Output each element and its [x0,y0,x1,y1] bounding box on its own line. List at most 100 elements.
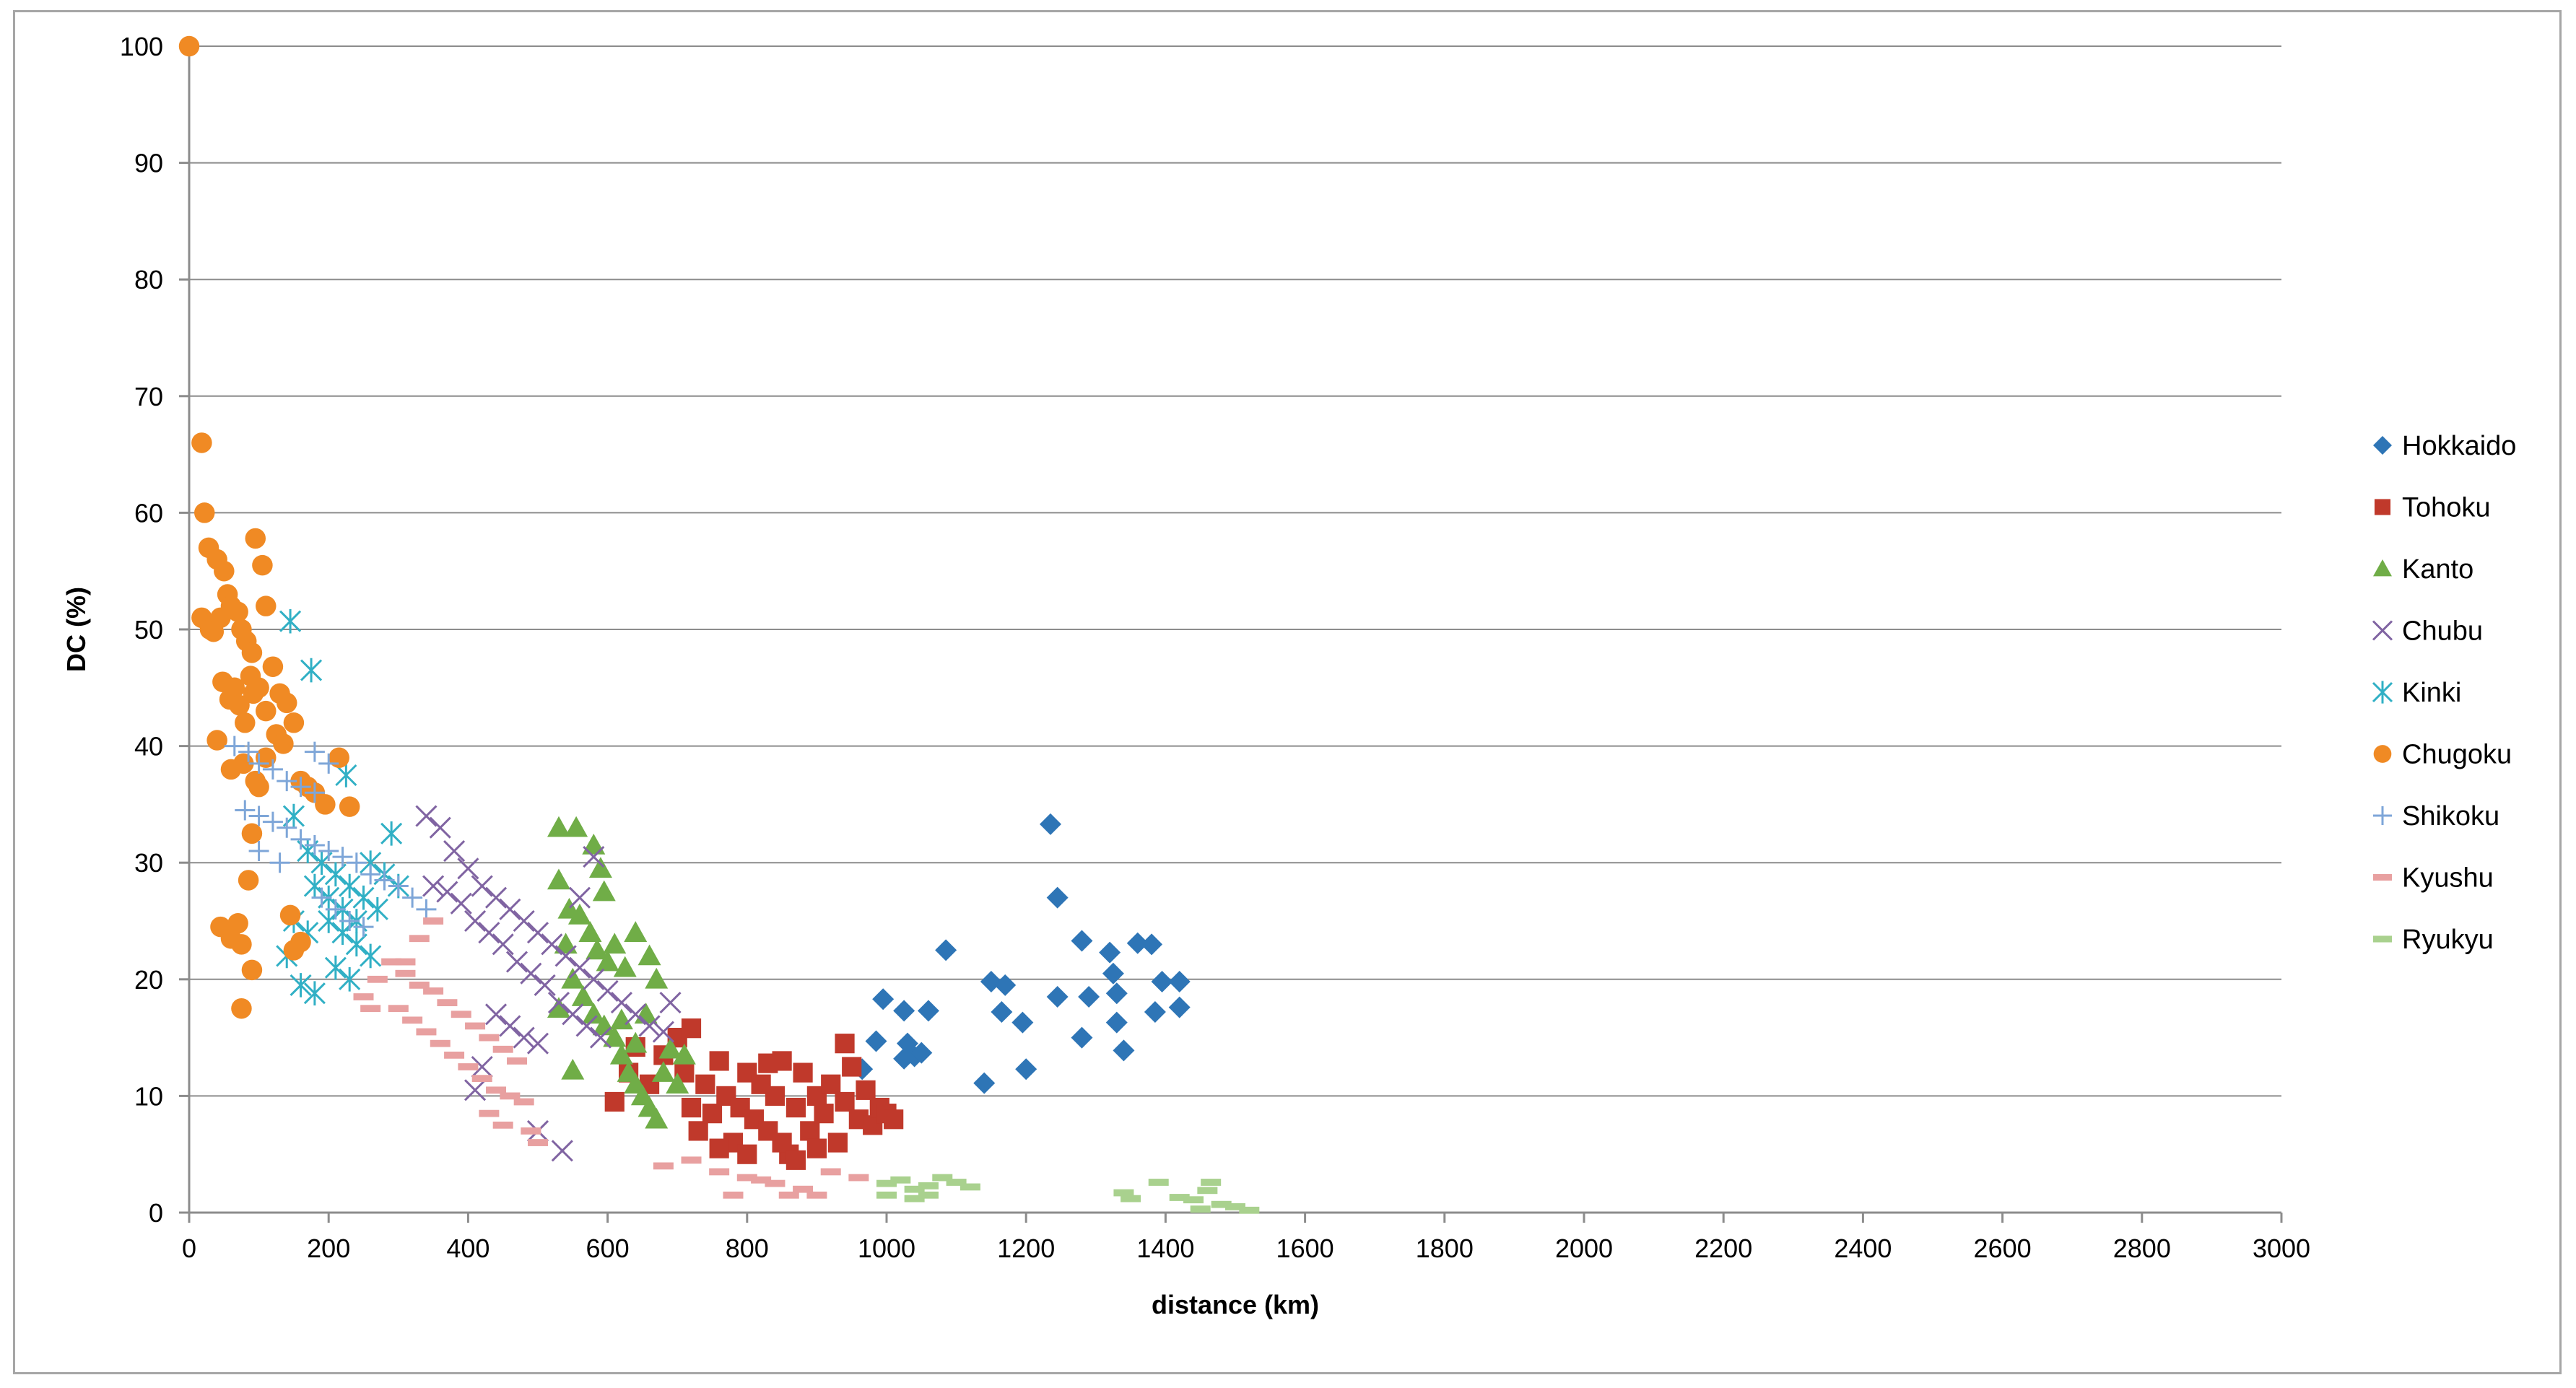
data-point-kinki [290,973,312,998]
y-tick-label: 70 [134,382,163,411]
data-point-chubu [562,1003,584,1026]
data-point-chubu [554,945,577,967]
y-tick-label: 50 [134,615,163,645]
data-point-kanto [561,1058,585,1080]
data-point-hokkaido [1168,996,1191,1018]
data-point-kanto [547,868,570,890]
data-point-kyushu [437,999,458,1007]
legend-marker-kyushu [2373,873,2392,881]
data-point-chugoku [227,912,248,934]
legend-label-kyushu: Kyushu [2402,863,2494,894]
data-point-kyushu [681,1156,702,1164]
chart-frame [13,10,2562,1374]
series-kanto [547,816,696,1129]
data-point-kanto [672,1043,696,1065]
data-point-chugoku [241,642,263,663]
data-point-kyushu [451,1011,471,1018]
data-point-chubu [513,1026,535,1049]
data-point-kanto [578,921,602,942]
data-point-ryukyu [1169,1194,1190,1201]
x-tick-label: 800 [726,1234,769,1263]
data-point-ryukyu [1183,1196,1204,1204]
data-point-hokkaido [910,1042,933,1064]
data-point-ryukyu [960,1183,980,1191]
data-point-ryukyu [1121,1195,1141,1203]
data-point-chubu [450,892,472,915]
x-tick-label: 1800 [1416,1234,1474,1263]
data-point-hokkaido [1040,813,1062,835]
series-tohoku [604,1018,904,1170]
data-point-hokkaido [1071,1026,1093,1049]
data-point-kinki [352,885,375,910]
data-point-chubu [464,1079,487,1101]
data-point-chugoku [241,823,263,844]
data-point-tohoku [702,1104,723,1124]
data-point-chugoku [248,776,269,798]
y-tick-label: 30 [134,848,163,878]
data-point-kyushu [479,1034,500,1042]
data-point-shikoku [290,829,311,850]
data-point-hokkaido [917,1000,939,1022]
data-point-chubu [541,933,563,956]
data-point-chubu [589,1026,612,1049]
data-point-tohoku [793,1062,813,1083]
legend-marker-chubu [2372,620,2393,641]
y-axis-title: DC (%) [61,587,91,672]
data-point-kyushu [486,1086,507,1094]
x-tick-label: 1600 [1276,1234,1334,1263]
legend-marker-shikoku [2373,806,2392,825]
data-point-chugoku [283,940,305,961]
data-point-chubu [505,951,528,973]
data-point-shikoku [416,899,437,920]
data-point-ryukyu [932,1174,953,1182]
data-point-shikoku [290,777,311,798]
legend-label-tohoku: Tohoku [2402,493,2491,523]
data-point-tohoku [688,1121,708,1141]
data-point-hokkaido [1102,962,1124,985]
data-point-chubu [638,1015,661,1037]
data-point-hokkaido [865,1030,887,1052]
data-point-tohoku [695,1074,715,1094]
data-point-chubu [659,992,682,1014]
data-point-hokkaido [1099,941,1121,964]
data-point-kanto [645,1107,669,1129]
data-point-kyushu [423,987,444,995]
data-point-shikoku [235,800,256,821]
data-point-chugoku [224,677,245,699]
legend-label-kinki: Kinki [2402,678,2461,708]
data-point-kyushu [492,1045,513,1053]
data-point-chubu [520,962,542,985]
data-point-ryukyu [890,1176,911,1184]
data-point-kyushu [402,1016,423,1024]
data-point-kanto [547,997,570,1018]
data-point-hokkaido [1144,1001,1166,1023]
data-point-chubu [583,846,605,868]
data-point-chubu [471,1055,493,1078]
data-point-ryukyu [946,1179,967,1186]
data-point-hokkaido [1078,986,1100,1008]
data-point-kinki [339,873,361,899]
data-point-hokkaido [1113,1039,1135,1062]
data-point-chugoku [256,700,277,722]
data-point-hokkaido [1015,1058,1037,1081]
data-point-kyushu [528,1139,548,1146]
x-tick-label: 2600 [1974,1234,2032,1263]
data-point-tohoku [835,1091,855,1112]
data-point-kyushu [409,935,430,943]
y-tick-label: 20 [134,965,163,995]
x-tick-label: 1200 [997,1234,1055,1263]
data-point-shikoku [304,782,325,803]
data-point-shikoku [248,806,269,826]
data-point-kyushu [513,1098,534,1106]
data-point-kanto [567,903,591,925]
data-point-chubu [492,933,514,956]
data-point-kyushu [778,1191,799,1199]
data-point-chugoku [238,870,259,891]
data-point-ryukyu [904,1195,925,1203]
series-hokkaido [851,813,1191,1094]
x-tick-label: 3000 [2253,1234,2310,1263]
data-point-hokkaido [935,939,957,961]
data-point-chubu [551,1140,573,1162]
legend-marker-hokkaido [2373,436,2392,455]
data-point-chugoku [214,560,235,582]
